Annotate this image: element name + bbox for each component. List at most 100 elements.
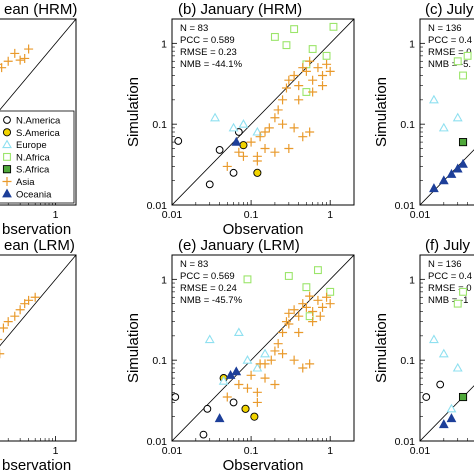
y-tick-label: 1: [161, 274, 167, 286]
point-asia: [315, 311, 325, 321]
point-asia: [0, 323, 8, 333]
point-asia: [278, 95, 288, 105]
stat-nmb: NMB = -1: [428, 295, 468, 306]
point-asia: [301, 66, 311, 76]
x-tick-label: 0.01: [410, 209, 431, 221]
point-asia: [294, 95, 304, 105]
y-tick-label: 0.01: [147, 436, 168, 448]
stat-rmse: RMSE = 0: [428, 283, 472, 294]
point-europe: [204, 334, 215, 344]
point-asia: [278, 349, 288, 359]
point-asia: [10, 48, 20, 58]
x-tick-label: 0.01: [162, 445, 183, 457]
stat-nmb: NMB = -44.1%: [180, 59, 243, 70]
point-asia: [260, 144, 270, 153]
one-to-one-line: [0, 255, 76, 347]
point-oceania: [446, 168, 457, 178]
point-europe: [252, 126, 263, 136]
one-to-one-line: [172, 19, 354, 205]
x-tick-label: 0.01: [410, 445, 431, 457]
point-oceania: [231, 136, 242, 146]
point-asia: [252, 151, 262, 161]
y-axis-label: Simulation: [125, 313, 142, 383]
plot-frame: [419, 18, 474, 206]
point-n-america: [229, 398, 238, 407]
point-europe: [428, 94, 439, 104]
point-asia: [20, 53, 30, 63]
x-axis-label: bservation: [2, 221, 71, 238]
panel-title: ean (LRM): [4, 237, 75, 254]
point-n-africa: [290, 25, 299, 34]
panel-title: (f) July: [425, 237, 471, 254]
point-asia: [308, 317, 318, 327]
stat-rmse: RMSE = 0.24: [180, 283, 237, 294]
point-oceania: [438, 419, 449, 429]
y-tick-label: 0.1: [400, 119, 415, 131]
point-asia: [246, 370, 256, 380]
point-asia: [281, 317, 291, 327]
y-tick-label: 0.1: [400, 355, 415, 367]
point-n-africa: [453, 299, 462, 308]
point-europe: [238, 119, 249, 128]
panel-title: (e) January (LRM): [178, 237, 300, 254]
point-asia: [15, 55, 25, 65]
markers: [422, 287, 468, 429]
legend-label: Europe: [16, 140, 47, 151]
x-tick-label: 0.01: [162, 209, 183, 221]
point-asia: [281, 83, 291, 93]
point-asia: [318, 302, 328, 312]
y-tick-label: 1: [409, 274, 415, 286]
point-asia: [252, 387, 262, 397]
point-oceania: [452, 163, 463, 173]
point-asia: [313, 295, 323, 305]
point-asia: [255, 132, 265, 142]
point-s-america: [250, 412, 259, 421]
legend-label: S.America: [16, 128, 61, 139]
point-asia: [264, 123, 274, 133]
point-asia: [298, 132, 308, 142]
point-asia: [270, 113, 280, 123]
plot-frame: [171, 18, 355, 206]
y-tick-label: 0.01: [395, 436, 416, 448]
plot-frame: [419, 254, 474, 442]
x-axis-label: bservation: [2, 457, 71, 474]
x-tick-label: 0.1: [244, 209, 259, 221]
point-asia: [270, 147, 280, 157]
x-tick-label: 1: [53, 445, 59, 457]
point-asia: [3, 317, 13, 327]
legend-box: [0, 110, 75, 204]
point-europe: [446, 403, 457, 413]
point-europe: [260, 348, 270, 358]
point-asia: [0, 338, 3, 341]
point-oceania: [429, 183, 439, 193]
point-n-africa: [282, 41, 291, 50]
x-tick-label: 1: [53, 209, 59, 221]
point-asia: [301, 302, 311, 312]
legend-label: N.America: [16, 116, 61, 127]
x-tick-label: 1: [327, 445, 333, 457]
panel-title: ean (HRM): [4, 1, 77, 18]
point-europe: [428, 334, 439, 344]
y-axis-label: Simulation: [125, 77, 142, 147]
point-oceania: [458, 158, 468, 168]
point-asia: [10, 311, 20, 321]
markers: [172, 266, 335, 439]
point-n-africa: [453, 57, 462, 66]
point-n-africa: [459, 287, 467, 296]
point-oceania: [438, 175, 449, 185]
point-n-africa: [459, 71, 467, 80]
point-asia: [289, 71, 299, 81]
point-asia: [298, 299, 308, 309]
point-asia: [284, 75, 294, 85]
stat-n: N = 136: [428, 259, 462, 270]
point-s-america: [239, 141, 248, 150]
point-asia: [246, 137, 256, 147]
point-n-america: [229, 168, 238, 177]
point-asia: [313, 63, 323, 73]
y-axis-label: Simulation: [373, 77, 390, 147]
point-oceania: [214, 413, 225, 423]
point-europe: [452, 362, 463, 372]
point-asia: [30, 292, 40, 302]
